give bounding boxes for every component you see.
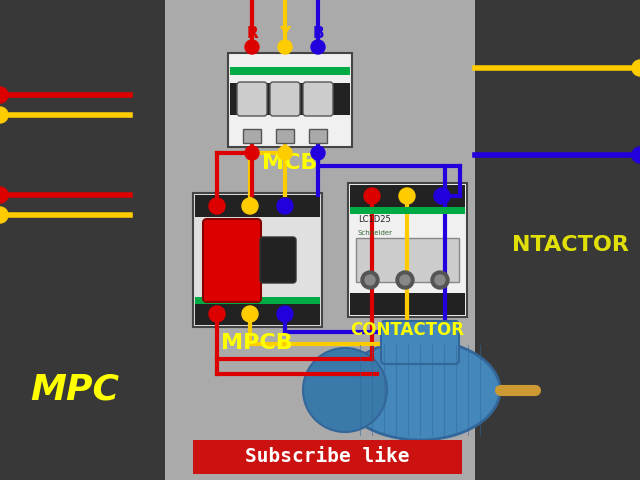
Text: MCB: MCB <box>262 153 317 173</box>
Circle shape <box>0 187 8 203</box>
Text: Y: Y <box>280 25 291 40</box>
FancyBboxPatch shape <box>228 53 352 147</box>
FancyBboxPatch shape <box>203 219 261 302</box>
Circle shape <box>303 348 387 432</box>
FancyBboxPatch shape <box>237 82 267 116</box>
Text: Schneider: Schneider <box>358 230 393 236</box>
Circle shape <box>0 87 8 103</box>
Circle shape <box>0 107 8 123</box>
Circle shape <box>434 188 450 204</box>
Circle shape <box>0 207 8 223</box>
Circle shape <box>277 306 293 322</box>
Circle shape <box>311 146 325 160</box>
Text: CONTACTOR: CONTACTOR <box>350 321 464 339</box>
Circle shape <box>431 271 449 289</box>
Text: Subscribe like: Subscribe like <box>244 447 409 467</box>
FancyBboxPatch shape <box>356 238 459 282</box>
Circle shape <box>400 275 410 285</box>
FancyBboxPatch shape <box>193 440 462 474</box>
Circle shape <box>399 188 415 204</box>
FancyBboxPatch shape <box>243 129 261 143</box>
Circle shape <box>396 271 414 289</box>
Circle shape <box>277 198 293 214</box>
FancyBboxPatch shape <box>230 67 350 75</box>
Circle shape <box>365 275 375 285</box>
FancyBboxPatch shape <box>193 193 322 327</box>
FancyBboxPatch shape <box>165 0 475 480</box>
Text: MPC: MPC <box>31 373 120 407</box>
Text: MPCB: MPCB <box>221 333 293 353</box>
FancyBboxPatch shape <box>195 195 320 217</box>
Text: B: B <box>312 25 324 40</box>
Circle shape <box>278 40 292 54</box>
Circle shape <box>632 147 640 163</box>
Ellipse shape <box>340 340 500 440</box>
Circle shape <box>245 40 259 54</box>
FancyBboxPatch shape <box>276 129 294 143</box>
Circle shape <box>435 275 445 285</box>
Text: LC1D25: LC1D25 <box>358 216 391 225</box>
FancyBboxPatch shape <box>350 207 465 214</box>
Text: R: R <box>246 25 258 40</box>
Circle shape <box>245 146 259 160</box>
Circle shape <box>632 60 640 76</box>
FancyBboxPatch shape <box>230 83 350 115</box>
Circle shape <box>209 198 225 214</box>
Circle shape <box>361 271 379 289</box>
FancyBboxPatch shape <box>260 237 296 283</box>
FancyBboxPatch shape <box>475 0 640 480</box>
Circle shape <box>311 40 325 54</box>
Circle shape <box>242 306 258 322</box>
FancyBboxPatch shape <box>381 321 459 364</box>
Circle shape <box>242 198 258 214</box>
FancyBboxPatch shape <box>195 303 320 325</box>
FancyBboxPatch shape <box>0 0 165 480</box>
Circle shape <box>364 188 380 204</box>
Text: NTACTOR: NTACTOR <box>511 235 628 255</box>
FancyBboxPatch shape <box>350 185 465 207</box>
Circle shape <box>209 306 225 322</box>
FancyBboxPatch shape <box>348 183 467 317</box>
FancyBboxPatch shape <box>350 293 465 315</box>
FancyBboxPatch shape <box>309 129 327 143</box>
FancyBboxPatch shape <box>195 297 320 304</box>
FancyBboxPatch shape <box>270 82 300 116</box>
Circle shape <box>278 146 292 160</box>
FancyBboxPatch shape <box>303 82 333 116</box>
